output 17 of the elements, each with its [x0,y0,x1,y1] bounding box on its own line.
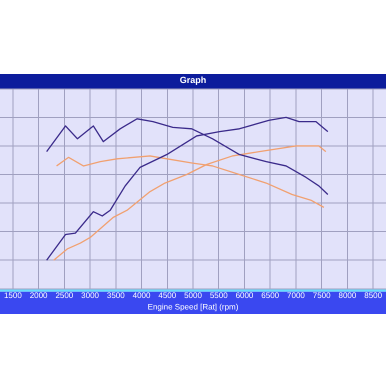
x-tick-label: 5000 [184,290,202,300]
x-tick-label: 5500 [210,290,228,300]
x-tick-label: 3500 [106,290,126,300]
x-tick-label: 7500 [312,290,332,300]
x-tick-label: 4000 [132,290,151,300]
chart-title: Graph [180,74,206,85]
x-tick-label: 2000 [30,290,48,300]
x-axis-title: Engine Speed [Rat] (rpm) [148,302,239,312]
x-tick-label: 8000 [338,290,357,300]
x-tick-label: 2500 [55,290,74,300]
x-tick-label: 3000 [81,290,100,300]
x-tick-label: 7000 [287,290,306,300]
x-tick-label: 4500 [158,290,177,300]
x-tick-label: 6000 [236,290,254,300]
x-tick-label: 6500 [261,290,280,300]
x-tick-label: 1500 [4,290,22,300]
x-tick-label: 8500 [364,290,383,300]
